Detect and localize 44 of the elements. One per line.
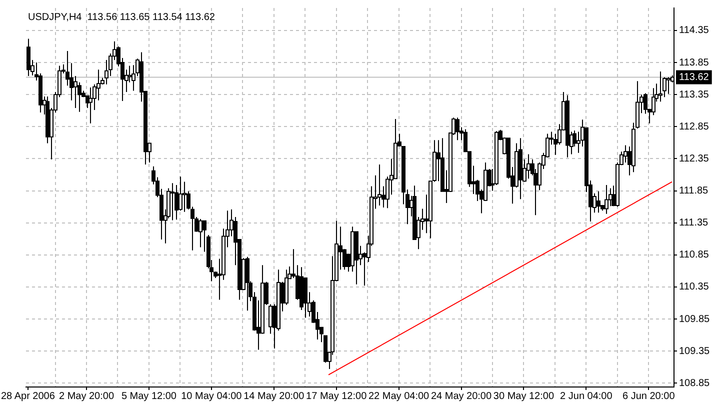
candlestick: [378, 164, 382, 206]
y-tick-label: 108.85: [679, 378, 710, 389]
y-tick-label: 113.35: [679, 89, 710, 100]
x-tick-label: 5 May 12:00: [121, 390, 177, 402]
candlestick: [26, 38, 30, 76]
x-tick-label: 24 May 20:00: [430, 390, 492, 402]
x-tick-label: 10 May 04:00: [181, 390, 242, 402]
x-tick-label: 2 May 20:00: [58, 390, 114, 402]
candlestick: [644, 92, 648, 114]
x-tick-label: 22 May 04:00: [368, 390, 430, 402]
y-tick-label: 113.85: [679, 57, 710, 68]
y-tick-label: 109.85: [679, 314, 710, 325]
x-tick-label: 30 May 12:00: [493, 390, 554, 402]
x-tick-label: 17 May 12:00: [306, 390, 368, 402]
candlestick: [74, 75, 78, 109]
y-tick-label: 110.35: [679, 282, 710, 293]
candlestick: [268, 304, 272, 334]
x-tick-label: 14 May 20:00: [244, 390, 305, 402]
y-tick-label: 110.85: [679, 250, 710, 261]
y-tick-label: 112.35: [679, 153, 710, 164]
candlestick: [658, 70, 662, 102]
candlestick: [624, 144, 628, 164]
candlestick: [456, 117, 460, 141]
candlestick: [652, 88, 656, 116]
y-tick-label: 112.85: [679, 121, 710, 132]
x-tick-label: 6 Jun 20:00: [622, 390, 676, 402]
y-tick-label: 109.35: [679, 346, 710, 357]
chart-title: USDJPY,H4 113.56 113.65 113.54 113.62: [28, 12, 216, 23]
candlestick: [88, 87, 92, 124]
ref-line-label: 113.62: [679, 72, 710, 84]
candlestick: [596, 190, 600, 214]
candlestick: [526, 154, 530, 180]
y-tick-label: 111.85: [679, 186, 709, 197]
candlestick: [604, 184, 608, 214]
candlestick: [666, 76, 670, 94]
candlestick: [178, 176, 182, 212]
candlestick: [170, 182, 174, 221]
x-tick-label: 2 Jun 04:00: [560, 390, 613, 402]
y-tick-label: 111.35: [679, 218, 709, 229]
candlestick: [198, 218, 202, 248]
candlestick: [128, 65, 132, 83]
candlestick: [246, 256, 250, 312]
y-tick-label: 114.35: [679, 25, 710, 36]
x-tick-label: 28 Apr 2006: [0, 390, 56, 402]
